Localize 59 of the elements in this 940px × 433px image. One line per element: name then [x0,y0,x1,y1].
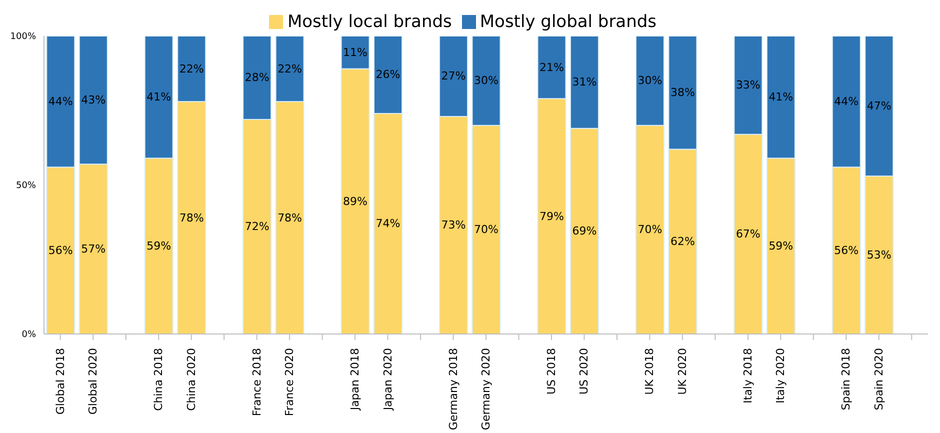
data-label: 22% [179,62,204,76]
data-label: 44% [834,95,859,108]
x-tick-label: US 2018 [544,348,558,395]
x-tick-label: Italy 2018 [741,348,754,404]
data-label: 47% [866,100,892,113]
x-tick-label: UK 2020 [676,348,689,395]
data-label: 30% [474,74,498,88]
legend-label: Mostly local brands [287,12,452,32]
data-label: 59% [146,240,172,253]
data-label: 57% [81,242,106,256]
x-tick-label: Global 2018 [54,348,67,415]
y-tick-label: 100% [10,32,36,42]
x-tick-label: Japan 2020 [381,348,394,412]
data-label: 70% [474,223,498,236]
x-tick-label: France 2020 [283,348,296,416]
data-label: 69% [572,224,597,238]
y-tick-label: 0% [22,330,36,340]
legend-label: Mostly global brands [480,12,657,32]
x-tick-label: Spain 2018 [840,348,853,410]
data-label: 30% [638,74,662,88]
data-label: 26% [376,68,400,82]
x-tick-label: Germany 2020 [480,348,492,430]
x-tick-label: China 2018 [152,348,166,411]
x-tick-label: UK 2018 [643,348,656,395]
data-label: 31% [572,76,597,89]
data-label: 11% [343,46,368,59]
data-label: 27% [441,70,466,83]
data-label: 41% [146,90,172,104]
data-label: 74% [376,217,400,230]
x-tick-label: China 2020 [184,348,198,411]
data-label: 43% [81,94,106,107]
data-label: 78% [278,211,302,224]
data-label: 78% [179,211,204,224]
data-label: 56% [48,244,73,258]
x-tick-label: Spain 2020 [872,348,886,410]
x-tick-label: Global 2020 [86,348,100,415]
x-tick-label: Germany 2018 [446,348,460,430]
x-tick-label: Japan 2018 [348,348,362,412]
data-label: 70% [638,223,662,236]
y-tick-label: 50% [16,181,36,192]
data-label: 28% [244,71,270,84]
data-label: 56% [834,244,859,258]
data-label: 72% [244,220,270,234]
x-tick-label: Italy 2020 [774,348,788,404]
x-tick-label: US 2020 [578,348,591,395]
data-label: 53% [866,248,892,262]
data-label: 89% [343,194,368,208]
data-label: 21% [540,60,564,74]
data-label: 41% [768,90,794,104]
data-label: 79% [540,210,564,223]
data-label: 38% [670,86,695,100]
data-label: 33% [736,78,760,92]
data-label: 22% [278,62,302,76]
data-label: 67% [736,228,760,241]
x-tick-label: France 2018 [250,348,264,416]
data-label: 73% [441,218,466,232]
data-label: 62% [670,235,695,248]
data-label: 44% [48,95,73,108]
data-label: 59% [768,240,794,253]
